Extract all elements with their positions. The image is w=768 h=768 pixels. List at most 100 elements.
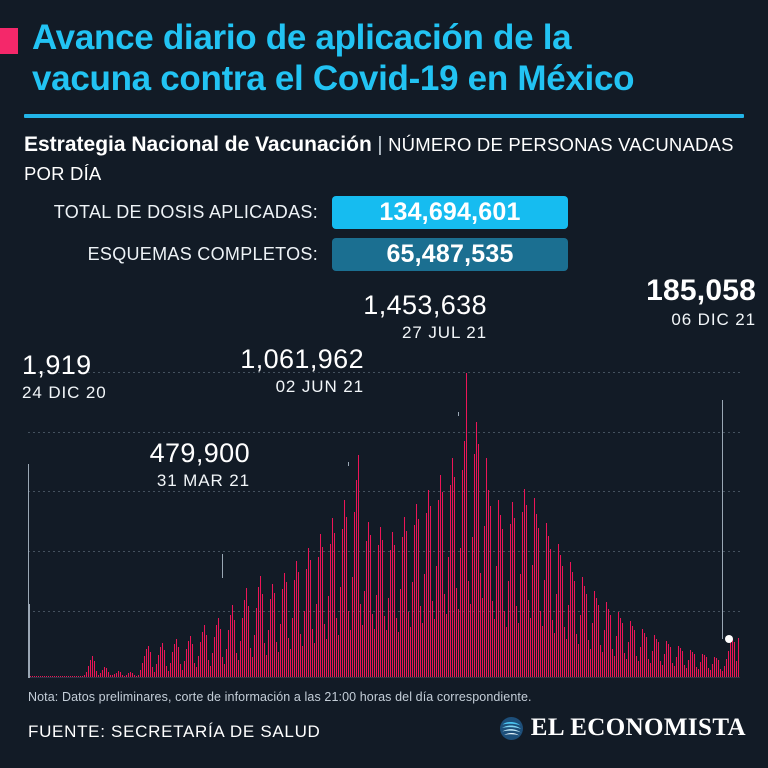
chart-bar (240, 641, 242, 677)
chart-bar (664, 654, 666, 677)
chart-bar (58, 675, 60, 677)
chart-bar (568, 604, 570, 677)
header-divider (24, 114, 744, 118)
chart-bar (564, 627, 566, 677)
chart-bar (236, 653, 238, 677)
chart-bar (522, 511, 524, 677)
chart-bar (88, 665, 90, 677)
chart-bar (528, 600, 530, 677)
chart-bar (214, 637, 216, 677)
chart-endpoint-marker (724, 635, 733, 644)
chart-bar (288, 638, 290, 677)
chart-bar (372, 613, 374, 677)
chart-bar (628, 641, 630, 677)
chart-bar (678, 645, 680, 677)
chart-bar (486, 457, 488, 677)
chart-bar (722, 670, 724, 677)
chart-bar (410, 627, 412, 677)
chart-bar (200, 642, 202, 677)
chart-bar (306, 568, 308, 677)
chart-bar (412, 582, 414, 677)
chart-bar (700, 662, 702, 677)
stat-value-complete-schemes: 65,487,535 (332, 238, 568, 271)
chart-gridline (28, 372, 740, 373)
chart-bar (242, 618, 244, 677)
chart-bar (682, 650, 684, 677)
chart-bar (556, 593, 558, 677)
chart-bar (570, 561, 572, 677)
chart-bar (204, 624, 206, 677)
chart-bar (616, 636, 618, 677)
chart-bar (42, 675, 44, 677)
chart-bar (192, 643, 194, 677)
chart-bar (64, 675, 66, 677)
chart-bar (342, 528, 344, 677)
chart-bar (164, 650, 166, 677)
chart-bar (694, 654, 696, 677)
chart-bar (362, 624, 364, 677)
chart-bar (96, 670, 98, 677)
chart-bar (728, 651, 730, 677)
chart-bar (156, 664, 158, 677)
chart-bar (432, 600, 434, 677)
chart-bar (166, 665, 168, 677)
chart-bar (376, 594, 378, 677)
chart-bar (86, 671, 88, 677)
chart-bar (704, 655, 706, 677)
chart-bar (618, 612, 620, 677)
chart-bar (210, 665, 212, 677)
subtitle-separator: | (377, 134, 383, 156)
chart-bar (480, 573, 482, 677)
page-title: Avance diario de aplicación de la vacuna… (0, 18, 768, 99)
chart-bar (534, 498, 536, 677)
chart-bar (606, 602, 608, 677)
subtitle-strong: Estrategia Nacional de Vacunación (24, 133, 372, 156)
chart-annotation-value: 1,061,962 (240, 344, 364, 374)
chart-annotation-date: 27 JUL 21 (402, 322, 487, 342)
chart-bar (734, 642, 736, 677)
chart-annotation-value: 1,453,638 (363, 290, 487, 320)
chart-bar (72, 675, 74, 677)
stat-row-complete-schemes: ESQUEMAS COMPLETOS: 65,487,535 (24, 238, 746, 271)
chart-bar (634, 630, 636, 677)
chart-bar (292, 617, 294, 677)
chart-bar (250, 647, 252, 677)
chart-bar (514, 517, 516, 677)
chart-bar (732, 639, 734, 677)
chart-bar (650, 663, 652, 677)
chart-bar (730, 635, 732, 677)
chart-bar (402, 536, 404, 677)
chart-bar (540, 610, 542, 677)
chart-bar (502, 529, 504, 677)
chart-bar (450, 485, 452, 677)
chart-bar (286, 582, 288, 677)
chart-bar (276, 642, 278, 677)
chart-bar (388, 597, 390, 677)
chart-bar (70, 675, 72, 677)
chart-bar (462, 470, 464, 677)
chart-bar (472, 537, 474, 677)
chart-bar (78, 675, 80, 677)
chart-bar (140, 669, 142, 677)
chart-bar (590, 648, 592, 677)
chart-bar (62, 675, 64, 677)
chart-bar (546, 522, 548, 677)
chart-bar (158, 655, 160, 677)
chart-bar (542, 626, 544, 677)
chart-bar (562, 565, 564, 677)
chart-bar (328, 595, 330, 677)
chart-bar (636, 656, 638, 677)
chart-bar (352, 576, 354, 677)
chart-bar (302, 646, 304, 677)
chart-bar (108, 671, 110, 677)
chart-bar (110, 675, 112, 677)
chart-bar (80, 675, 82, 677)
chart-bar (444, 594, 446, 677)
chart-bar (350, 629, 352, 677)
stat-label-complete-schemes: ESQUEMAS COMPLETOS: (87, 244, 318, 264)
chart-bar (274, 593, 276, 677)
chart-bar (60, 675, 62, 677)
chart-bar (50, 675, 52, 677)
chart-bar (290, 649, 292, 677)
chart-bar (48, 675, 50, 677)
